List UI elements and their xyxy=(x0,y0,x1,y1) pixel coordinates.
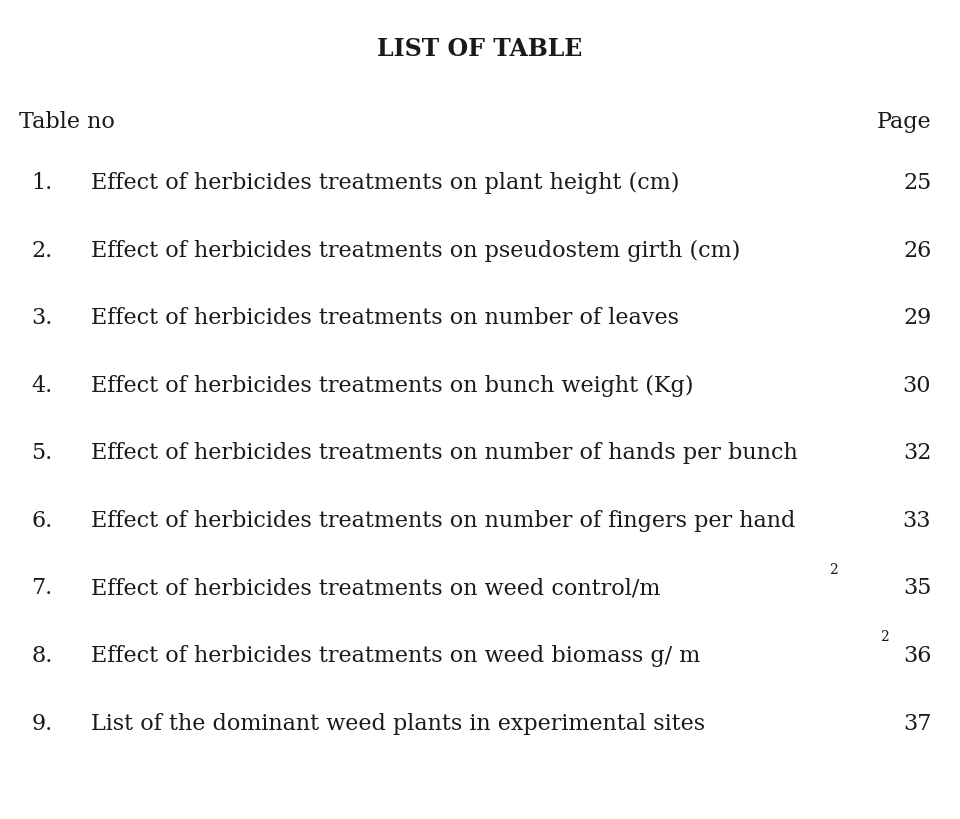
Text: Effect of herbicides treatments on number of leaves: Effect of herbicides treatments on numbe… xyxy=(91,307,680,329)
Text: 29: 29 xyxy=(903,307,931,329)
Text: 5.: 5. xyxy=(32,442,53,464)
Text: 2: 2 xyxy=(880,631,889,645)
Text: Effect of herbicides treatments on number of hands per bunch: Effect of herbicides treatments on numbe… xyxy=(91,442,798,464)
Text: Effect of herbicides treatments on number of fingers per hand: Effect of herbicides treatments on numbe… xyxy=(91,509,796,532)
Text: LIST OF TABLE: LIST OF TABLE xyxy=(377,37,583,61)
Text: Effect of herbicides treatments on weed control/m: Effect of herbicides treatments on weed … xyxy=(91,577,660,600)
Text: Effect of herbicides treatments on pseudostem girth (cm): Effect of herbicides treatments on pseud… xyxy=(91,239,740,261)
Text: 35: 35 xyxy=(902,577,931,600)
Text: 2.: 2. xyxy=(32,239,53,261)
Text: List of the dominant weed plants in experimental sites: List of the dominant weed plants in expe… xyxy=(91,713,706,735)
Text: Page: Page xyxy=(876,111,931,133)
Text: 8.: 8. xyxy=(32,645,53,667)
Text: 1.: 1. xyxy=(32,172,53,194)
Text: 4.: 4. xyxy=(32,375,53,396)
Text: 37: 37 xyxy=(902,713,931,735)
Text: 2: 2 xyxy=(828,563,837,577)
Text: 3.: 3. xyxy=(32,307,53,329)
Text: 7.: 7. xyxy=(32,577,53,600)
Text: Effect of herbicides treatments on weed biomass g/ m: Effect of herbicides treatments on weed … xyxy=(91,645,701,667)
Text: Effect of herbicides treatments on bunch weight (Kg): Effect of herbicides treatments on bunch… xyxy=(91,375,694,396)
Text: 9.: 9. xyxy=(32,713,53,735)
Text: Table no: Table no xyxy=(19,111,115,133)
Text: 30: 30 xyxy=(902,375,931,396)
Text: 33: 33 xyxy=(902,509,931,532)
Text: 25: 25 xyxy=(903,172,931,194)
Text: 32: 32 xyxy=(902,442,931,464)
Text: 26: 26 xyxy=(903,239,931,261)
Text: 36: 36 xyxy=(902,645,931,667)
Text: 6.: 6. xyxy=(32,509,53,532)
Text: Effect of herbicides treatments on plant height (cm): Effect of herbicides treatments on plant… xyxy=(91,172,680,194)
